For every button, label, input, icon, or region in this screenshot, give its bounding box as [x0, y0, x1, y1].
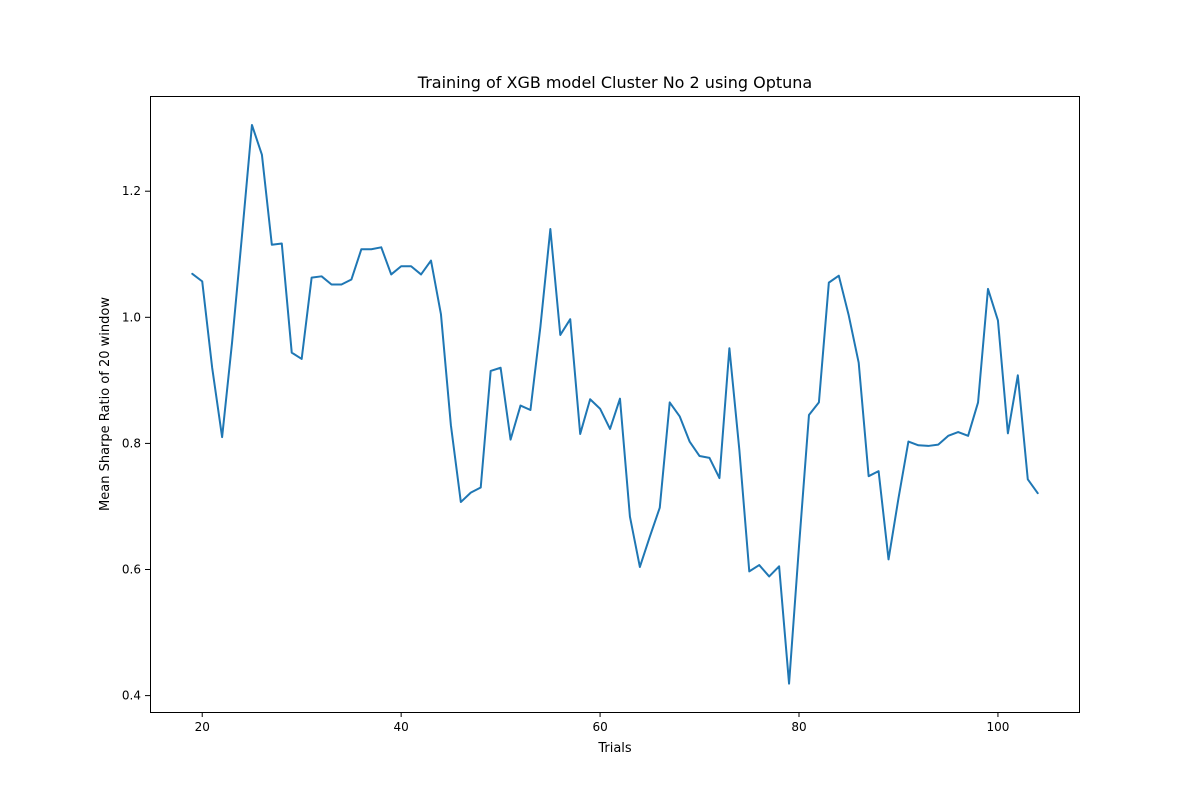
- x-tick-label: 100: [986, 720, 1009, 734]
- y-tick-label: 0.4: [122, 689, 141, 703]
- x-tick-label: 80: [791, 720, 806, 734]
- x-axis-ticks: 20 40 60 80 100: [195, 712, 1009, 734]
- y-axis-label: Mean Sharpe Ratio of 20 window: [98, 297, 113, 511]
- y-tick-label: 0.8: [122, 436, 141, 450]
- y-tick-label: 0.6: [122, 563, 141, 577]
- chart-title: Training of XGB model Cluster No 2 using…: [417, 73, 812, 92]
- y-tick-label: 1.2: [122, 184, 141, 198]
- x-tick-label: 20: [195, 720, 210, 734]
- plot-frame: [150, 96, 1080, 713]
- x-tick-label: 60: [592, 720, 607, 734]
- y-tick-label: 1.0: [122, 310, 141, 324]
- x-axis-label: Trials: [597, 741, 632, 756]
- x-tick-label: 40: [394, 720, 409, 734]
- y-axis-ticks: 0.4 0.6 0.8 1.0 1.2: [122, 184, 150, 703]
- series-line: [191, 124, 1039, 685]
